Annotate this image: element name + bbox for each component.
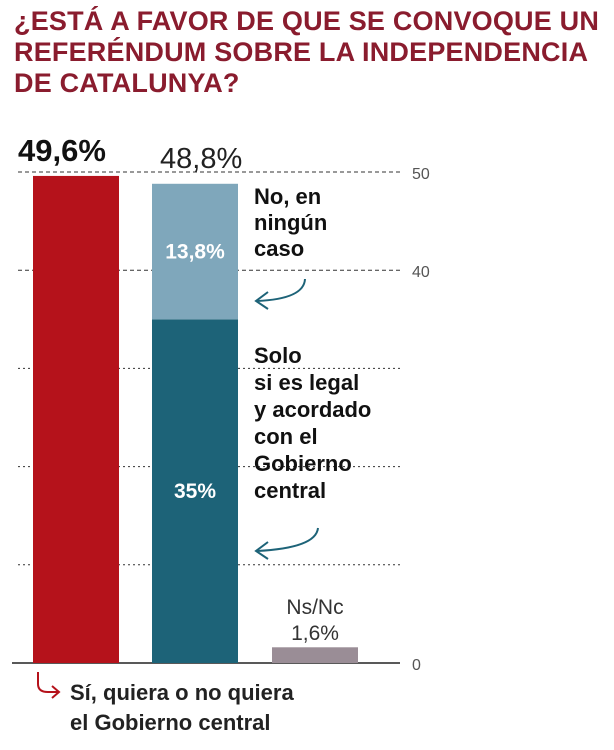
bar-no-segment-1 — [152, 183, 238, 320]
arrow-si-curve — [37, 672, 58, 693]
arrow-si-head — [51, 685, 61, 699]
y-tick-label-40: 40 — [412, 264, 430, 281]
annotation-no-en-ningun-caso-line-2: ningún — [254, 210, 327, 235]
bar-nsnc-segment-0 — [272, 647, 358, 663]
bar-no-segment-0 — [152, 319, 238, 663]
arrow-no-en-ningun-caso-curve — [256, 278, 306, 302]
arrow-no-en-ningun-caso-head — [254, 291, 269, 310]
title-line-1: ¿ESTÁ A FAVOR DE QUE SE CONVOQUE UN — [14, 6, 600, 36]
annotation-solo-legal-line-5: Gobierno — [254, 451, 352, 476]
nsnc-label-line-1: Ns/Nc — [286, 596, 343, 619]
annotation-solo-legal-line-3: y acordado — [254, 397, 371, 422]
annotation-solo-legal-line-2: si es legal — [254, 370, 359, 395]
title-line-2: REFERÉNDUM SOBRE LA INDEPENDENCIA — [14, 37, 589, 67]
caption-si-line-2: el Gobierno central — [70, 710, 271, 735]
title-line-3: DE CATALUNYA? — [14, 68, 240, 98]
annotation-solo-legal-line-6: central — [254, 478, 326, 503]
total-label-si: 49,6% — [18, 133, 106, 168]
annotation-solo-legal-line-1: Solo — [254, 343, 302, 368]
annotation-solo-legal-line-4: con el — [254, 424, 318, 449]
y-tick-label-0: 0 — [412, 657, 421, 674]
caption-si-line-1: Sí, quiera o no quiera — [70, 680, 294, 705]
arrow-solo-legal-curve — [256, 527, 319, 552]
y-tick-label-50: 50 — [412, 166, 430, 183]
arrow-solo-legal-head — [254, 541, 269, 560]
annotation-no-en-ningun-caso-line-1: No, en — [254, 184, 321, 209]
total-label-no: 48,8% — [160, 143, 242, 175]
bar-si-segment-0 — [33, 175, 119, 664]
segment-label-no-1: 13,8% — [165, 241, 225, 264]
nsnc-label-line-2: 1,6% — [291, 622, 339, 645]
annotation-no-en-ningun-caso-line-3: caso — [254, 236, 304, 261]
segment-label-no-0: 35% — [174, 480, 216, 503]
chart-title: ¿ESTÁ A FAVOR DE QUE SE CONVOQUE UN REFE… — [14, 6, 610, 99]
